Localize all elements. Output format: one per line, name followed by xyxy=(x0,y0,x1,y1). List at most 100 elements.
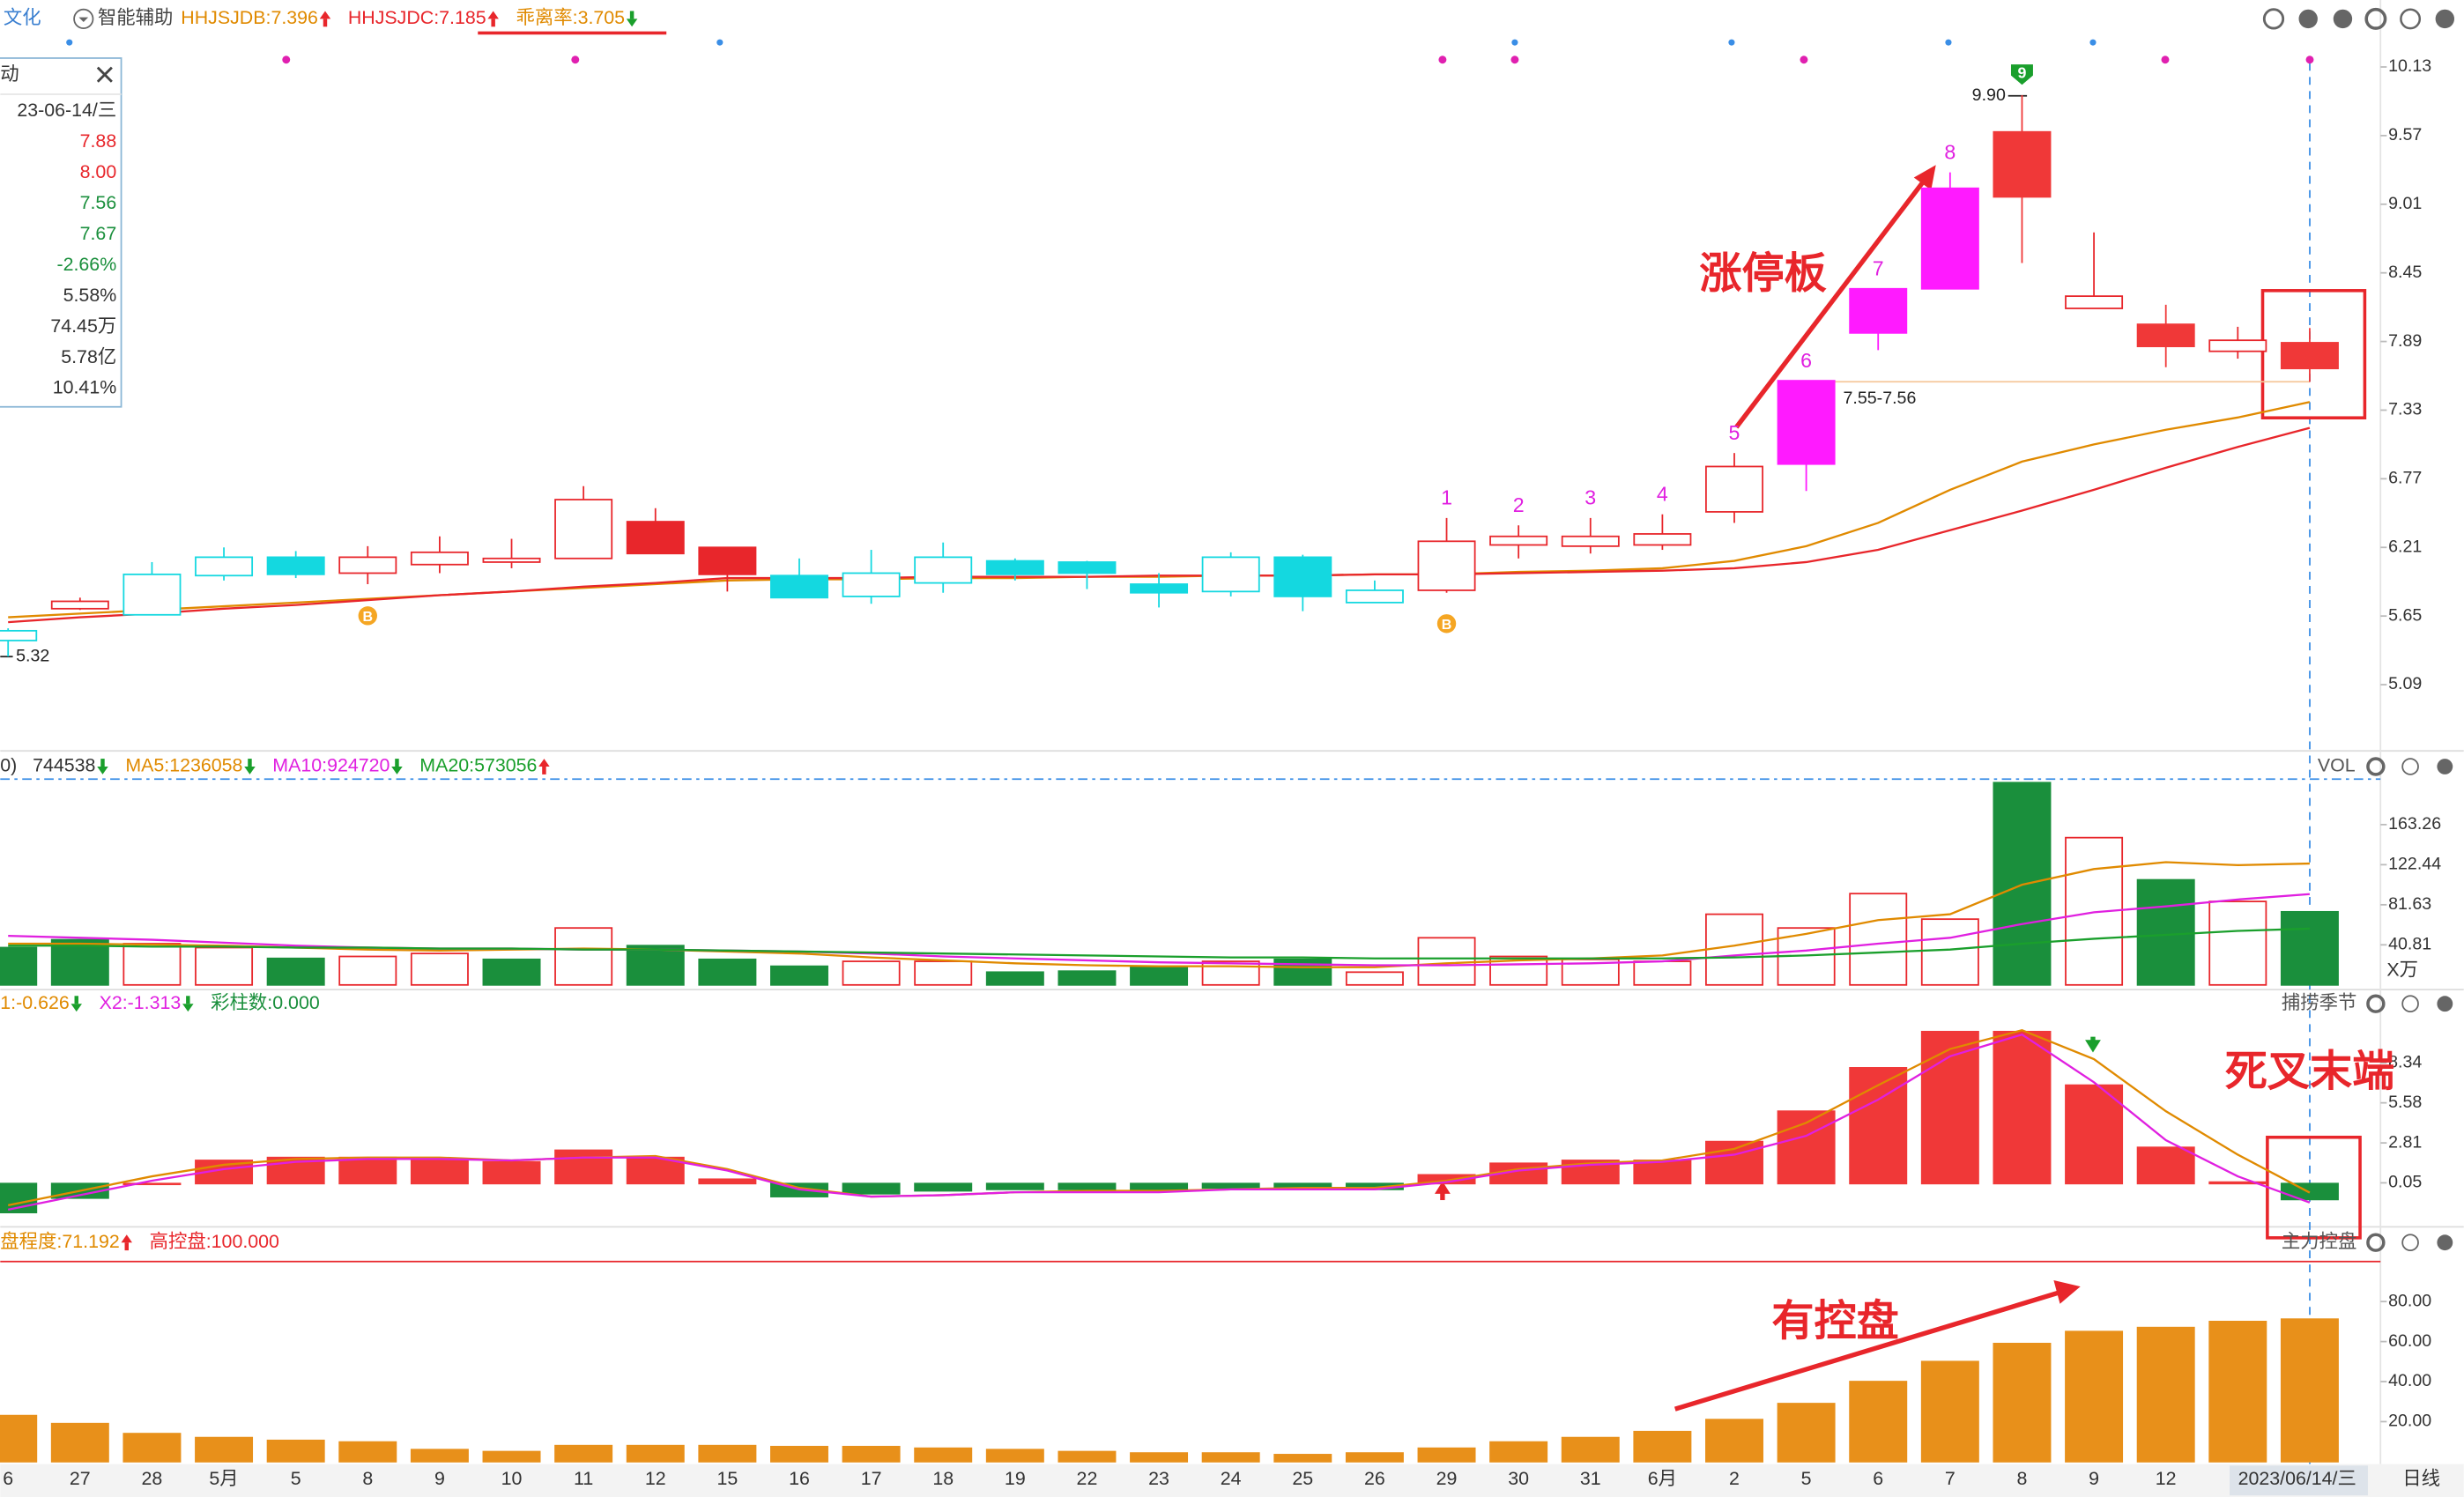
close-icon[interactable] xyxy=(2437,996,2453,1012)
bar xyxy=(2280,910,2339,986)
low-label: 5.32 xyxy=(16,646,49,665)
zoom-in-icon[interactable] xyxy=(2298,9,2318,29)
bar xyxy=(338,1156,397,1185)
bar xyxy=(1920,918,1979,986)
candle-body xyxy=(2280,342,2339,370)
bar xyxy=(842,960,901,986)
candle-body xyxy=(914,556,973,584)
x-tick-label: 31 xyxy=(1580,1468,1601,1489)
arrow-head xyxy=(2053,1279,2081,1304)
bar xyxy=(1345,971,1404,986)
bar xyxy=(410,1449,469,1463)
settings-icon[interactable] xyxy=(2366,757,2386,776)
unit-label: X万 xyxy=(2386,959,2418,980)
x-tick-label: 18 xyxy=(932,1468,954,1489)
bar xyxy=(1058,1450,1117,1463)
bar xyxy=(482,1160,541,1185)
y-tick-label: 5.58 xyxy=(2388,1093,2422,1112)
candle-body xyxy=(1489,535,1548,546)
bar xyxy=(410,1158,469,1185)
dropdown-icon[interactable] xyxy=(73,8,94,29)
x-tick-label: 15 xyxy=(716,1468,738,1489)
bar xyxy=(2065,1330,2124,1463)
y-tick-label: 60.00 xyxy=(2388,1331,2431,1351)
buy-label: B xyxy=(362,609,373,625)
x-axis-current xyxy=(2230,1465,2368,1496)
bar xyxy=(482,1450,541,1463)
x-tick-label: 22 xyxy=(1077,1468,1098,1489)
info-value: 10.41% xyxy=(53,377,117,398)
refresh-icon[interactable] xyxy=(2262,8,2285,30)
bar xyxy=(2136,1326,2195,1463)
y-tick-label: 163.26 xyxy=(2388,814,2441,834)
bar xyxy=(914,960,973,986)
limit-count: 5 xyxy=(1729,421,1740,444)
x-tick-label: 8 xyxy=(362,1468,373,1489)
close-icon[interactable] xyxy=(2437,759,2453,774)
x-tick-label: 7 xyxy=(1945,1468,1956,1489)
bar xyxy=(1201,1452,1260,1463)
period-label[interactable]: 日线 xyxy=(2402,1468,2440,1489)
help-icon[interactable] xyxy=(2400,8,2422,30)
y-tick-label: 9.57 xyxy=(2388,125,2422,145)
candle-body xyxy=(626,521,685,555)
bar xyxy=(1920,1030,1979,1185)
marker xyxy=(571,56,580,64)
toolbar-icons xyxy=(2262,7,2455,30)
settings-icon[interactable] xyxy=(2364,7,2387,30)
candle-body xyxy=(1561,535,1620,547)
settings-icon[interactable] xyxy=(2366,1233,2386,1252)
x-tick-label: 27 xyxy=(70,1468,91,1489)
panel-name: VOL xyxy=(2318,755,2356,776)
range-label: 7.55-7.56 xyxy=(1844,389,1917,408)
info-value: 7.56 xyxy=(80,192,117,213)
buy-badge xyxy=(358,606,377,626)
x-tick-label: 6 xyxy=(3,1468,13,1489)
legend-arrow xyxy=(319,11,331,19)
bar xyxy=(626,945,685,986)
bar xyxy=(985,1182,1044,1190)
close-icon[interactable] xyxy=(2437,1234,2453,1251)
help-icon[interactable] xyxy=(2401,1234,2419,1251)
zoom-out-icon[interactable] xyxy=(2333,9,2353,29)
bar xyxy=(1705,1419,1763,1463)
legend-arrow xyxy=(244,767,256,774)
x-tick-label: 10 xyxy=(501,1468,523,1489)
info-value: 7.88 xyxy=(80,130,117,152)
x-tick-label: 19 xyxy=(1005,1468,1026,1489)
x-tick-label: 12 xyxy=(645,1468,666,1489)
bar xyxy=(2136,1146,2195,1185)
bar xyxy=(842,1182,901,1195)
bar xyxy=(914,1182,973,1192)
candle-body xyxy=(554,499,613,560)
help-icon[interactable] xyxy=(2401,758,2419,775)
legend-label: 乖离率:3.705 xyxy=(516,7,626,28)
bar xyxy=(195,1436,254,1463)
bar xyxy=(985,1449,1044,1463)
legend-label: MA10:924720 xyxy=(272,755,390,776)
legend-arrow xyxy=(121,1234,133,1243)
close-icon[interactable] xyxy=(2435,9,2455,29)
info-close[interactable] xyxy=(96,66,113,83)
x-tick-label: 5 xyxy=(291,1468,301,1489)
settings-icon[interactable] xyxy=(2366,994,2386,1013)
bar xyxy=(1130,1452,1189,1463)
assist-label: 智能辅助 xyxy=(98,7,174,28)
bar xyxy=(0,1182,38,1214)
buy-badge xyxy=(1436,614,1457,634)
top-markers xyxy=(66,39,2097,46)
bar xyxy=(1633,1430,1692,1463)
bar xyxy=(410,952,469,986)
bar xyxy=(770,965,828,986)
bar xyxy=(1920,1360,1979,1463)
candle-body xyxy=(266,556,325,575)
bar xyxy=(1993,1030,2052,1185)
legend-label: 高控盘:100.000 xyxy=(150,1231,279,1252)
bar xyxy=(554,1149,613,1185)
y-tick-label: 5.65 xyxy=(2388,605,2422,625)
candle-body xyxy=(1849,287,1908,334)
help-icon[interactable] xyxy=(2401,995,2419,1013)
arrow-head xyxy=(1913,165,1936,190)
marker xyxy=(1510,56,1519,64)
annotation: 有控盘 xyxy=(1771,1298,1898,1345)
